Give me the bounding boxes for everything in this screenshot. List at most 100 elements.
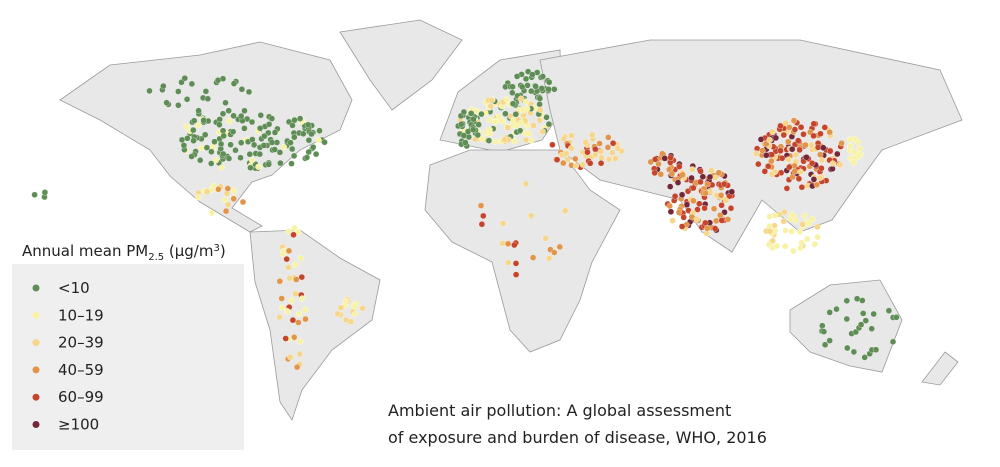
station [504,240,512,247]
station [696,200,703,207]
station [690,197,697,205]
station [188,153,195,160]
station [804,235,811,243]
station [297,338,304,345]
station [246,151,253,158]
station [592,151,599,159]
station [551,86,558,93]
legend-box [12,264,244,450]
station [296,350,303,358]
station [474,131,481,139]
station [287,139,294,146]
station [286,275,293,282]
station [280,250,287,258]
station [288,160,295,167]
station [528,212,535,219]
station [791,168,798,175]
station [499,240,506,247]
south-america [249,229,381,421]
station [857,321,865,328]
station [285,264,292,271]
station [282,335,289,342]
station [769,128,776,136]
station [492,118,499,126]
station [797,244,804,252]
station [232,147,239,154]
station [505,259,512,266]
station [674,179,682,186]
station [208,148,215,155]
station [868,325,875,332]
caption: of exposure and burden of disease, WHO, … [388,428,767,447]
station [805,220,813,227]
station [226,118,233,125]
station [351,303,359,310]
station [854,139,862,146]
station [843,297,850,304]
station [289,316,297,324]
station [661,155,668,162]
station [293,363,301,371]
station [175,88,182,95]
station [826,337,833,344]
station [833,305,840,313]
station [268,139,276,146]
station [755,160,762,168]
station [753,150,760,157]
station [614,145,621,152]
station [511,138,518,145]
station [597,160,605,167]
station [651,169,658,177]
station [504,124,512,131]
station [785,138,792,145]
greenland [339,19,463,111]
station [786,163,793,171]
station [818,165,825,172]
station [549,141,556,148]
station [278,304,286,311]
station [826,309,833,316]
station [293,276,300,283]
station [202,88,210,95]
station [768,157,775,165]
station [342,298,349,305]
station [225,107,232,114]
station [175,102,182,109]
station [539,128,546,135]
station [889,338,897,345]
station [799,221,806,228]
legend-label: 10–19 [58,306,104,324]
station [720,180,728,188]
station [814,233,821,241]
station [265,121,273,128]
station [572,155,579,163]
station [224,185,231,192]
station [701,204,708,212]
station [706,173,714,181]
station [299,295,306,302]
legend-label: 40–59 [58,361,104,379]
legend-label: 20–39 [58,334,104,352]
station [847,142,854,150]
station [222,99,229,106]
station [587,160,594,167]
legend-swatch [32,393,40,401]
station [797,124,805,131]
legend-title-part: 3 [213,243,219,254]
station [511,241,518,249]
station [560,135,568,142]
station [208,160,215,167]
station [813,181,821,188]
station [786,124,793,131]
station [798,239,805,246]
station [697,168,704,175]
station [545,255,553,262]
station [790,247,797,255]
legend-swatch [32,284,40,292]
station [284,308,291,315]
station [224,201,232,208]
station [814,223,821,231]
station [528,137,535,144]
station [727,205,735,212]
station [679,171,686,178]
